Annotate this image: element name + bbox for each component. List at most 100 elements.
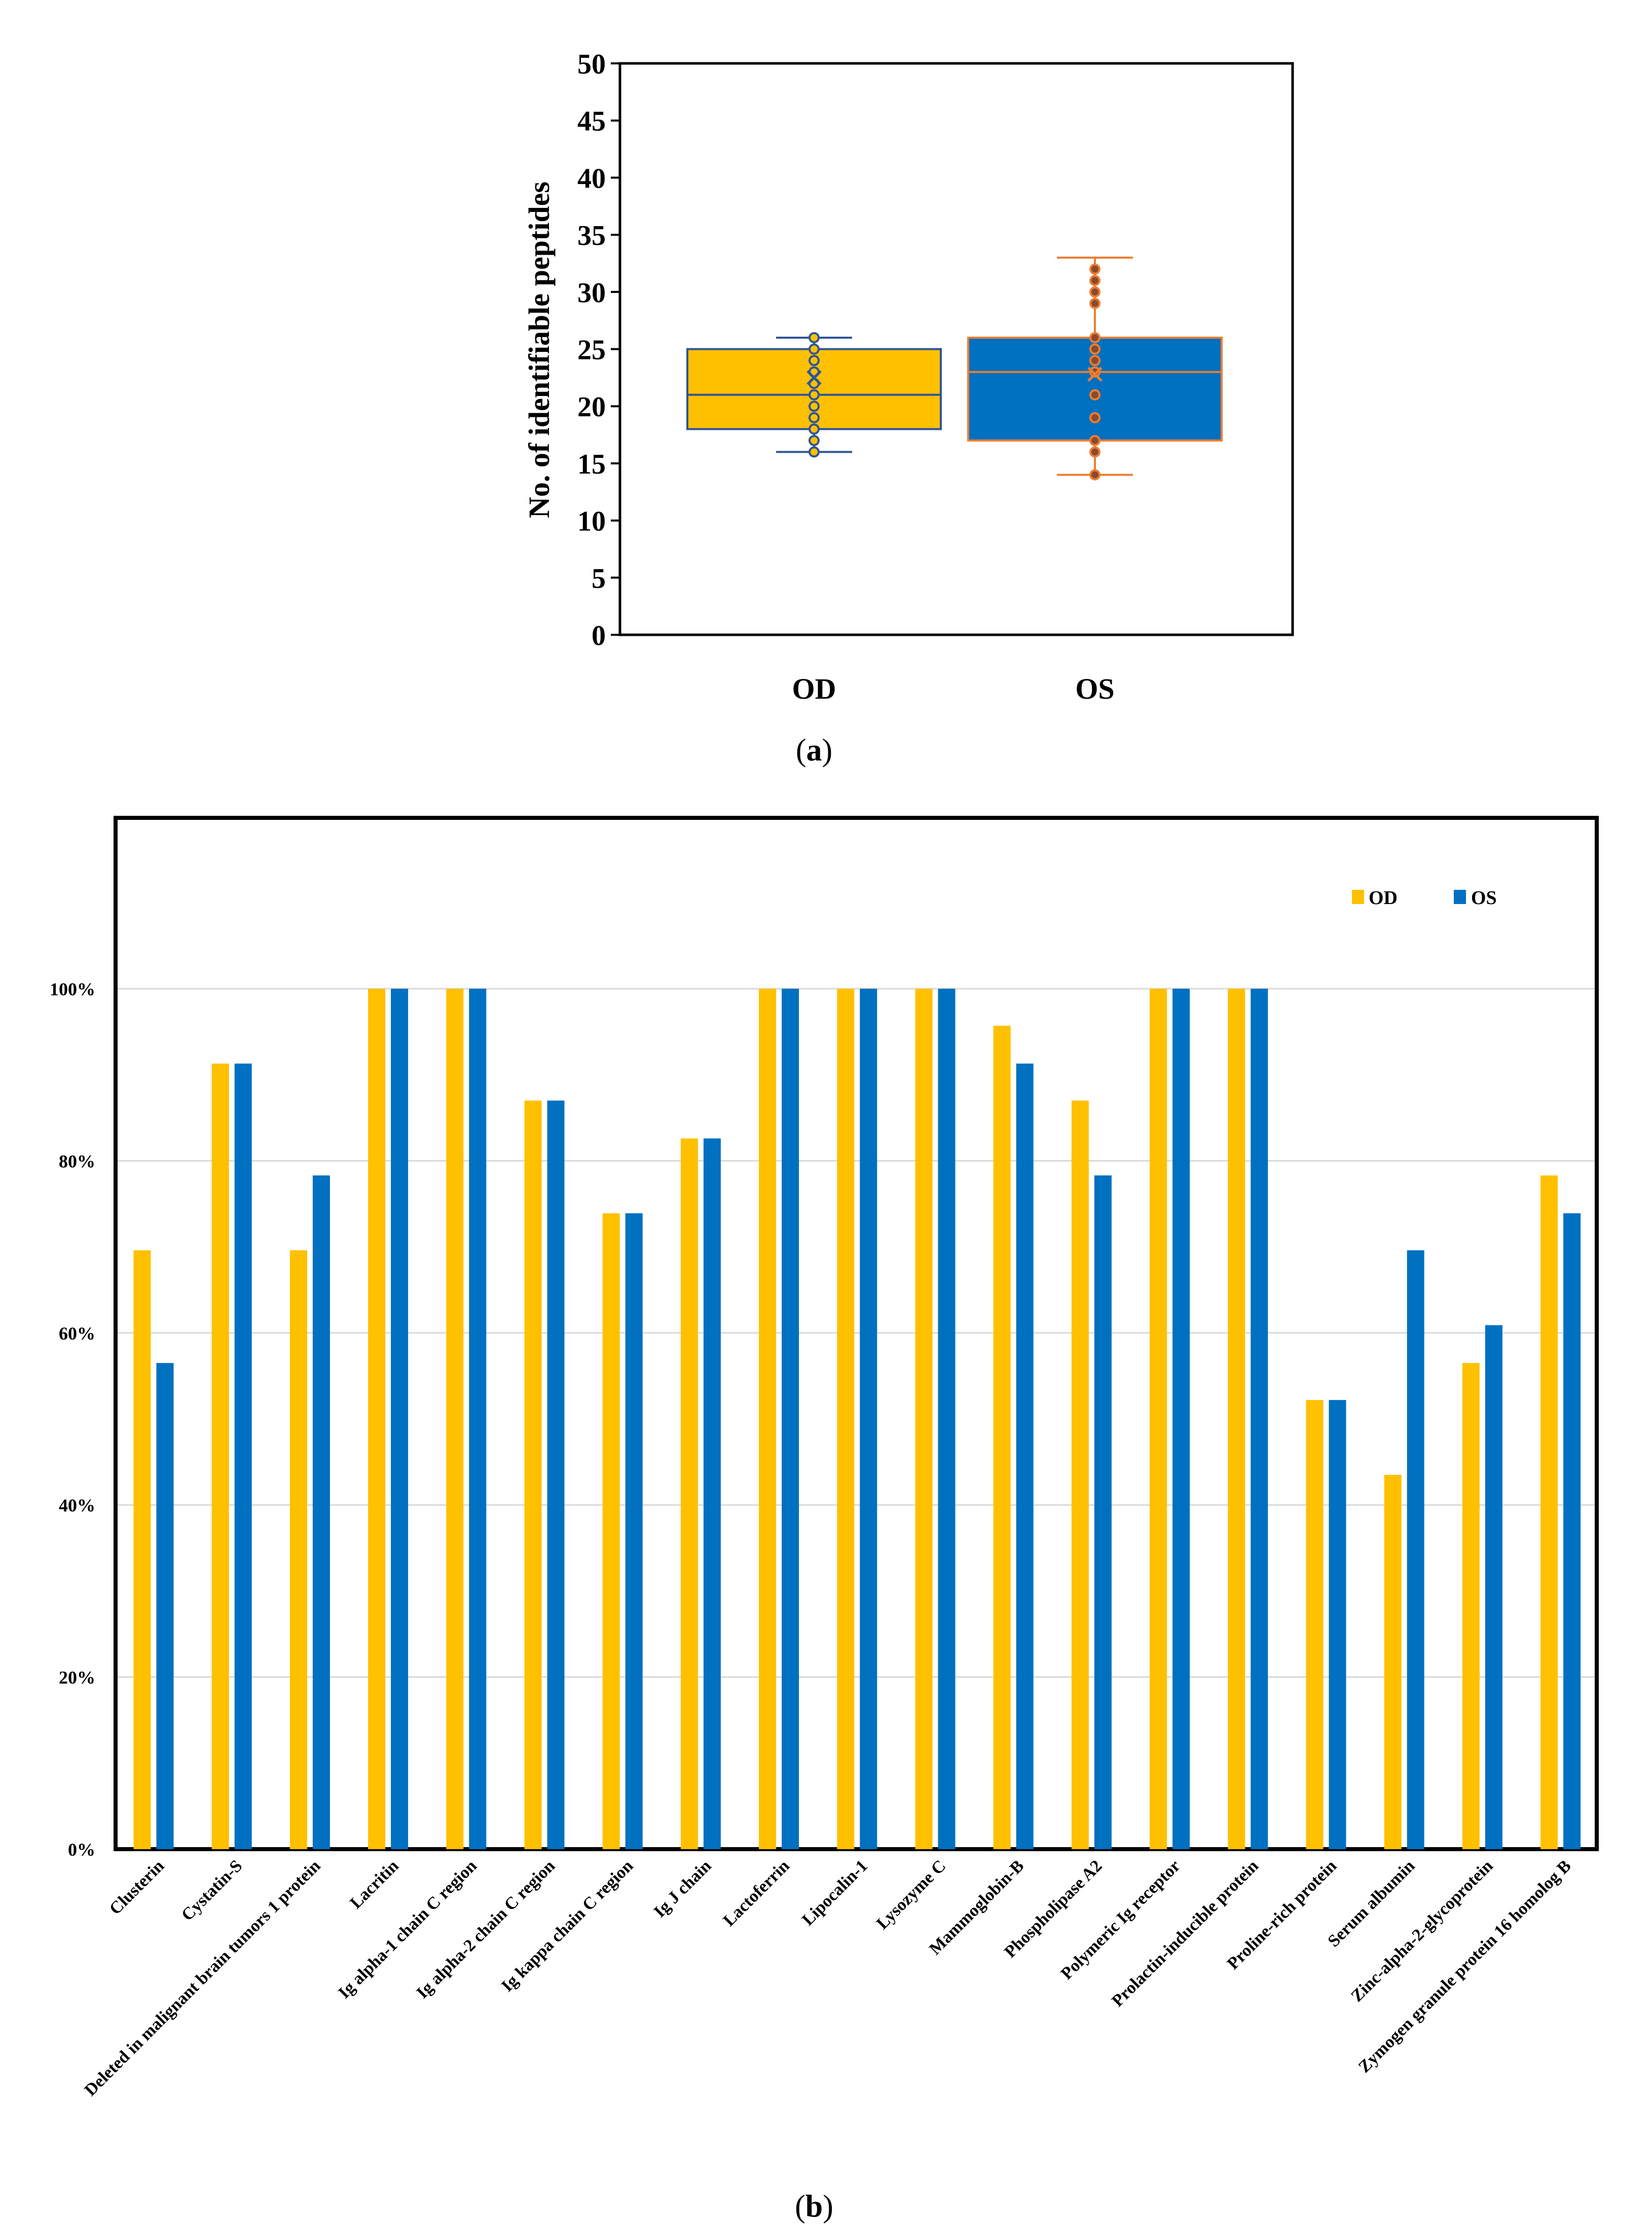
bar-os bbox=[234, 1063, 252, 1849]
bar-os bbox=[1172, 989, 1190, 1849]
bar-os bbox=[703, 1138, 721, 1849]
bar-os bbox=[1563, 1213, 1581, 1849]
bar-os bbox=[938, 989, 956, 1849]
box-plot-series bbox=[686, 257, 1223, 481]
box-plot-x-label: OD bbox=[792, 672, 836, 705]
data-point bbox=[1089, 332, 1100, 343]
bar-os bbox=[625, 1213, 643, 1849]
bar-od bbox=[1150, 989, 1167, 1849]
bar-od bbox=[993, 1025, 1011, 1849]
bar-chart-x-tick-label: Zinc-alpha-2-glycoprotein bbox=[1347, 1856, 1496, 2005]
bar-os bbox=[1407, 1250, 1424, 1849]
bar-chart-y-tick-label: 80% bbox=[59, 1151, 95, 1171]
data-point bbox=[809, 355, 820, 367]
bar-chart-y-tick-label: 40% bbox=[59, 1495, 95, 1516]
box-plot-y-tick-label: 35 bbox=[577, 220, 606, 251]
bar-od bbox=[368, 989, 386, 1849]
data-point bbox=[1089, 298, 1100, 309]
data-point bbox=[1089, 355, 1100, 367]
legend-swatch-os bbox=[1454, 890, 1466, 904]
bar-os bbox=[860, 989, 877, 1849]
legend-label-od: OD bbox=[1369, 887, 1398, 909]
bar-od bbox=[524, 1100, 542, 1849]
bar-chart-x-tick-label: Clusterin bbox=[106, 1856, 168, 1918]
bar-od bbox=[837, 989, 855, 1849]
bar-od bbox=[133, 1250, 151, 1849]
data-point bbox=[809, 423, 820, 435]
bar-chart-x-tick-label: Ig kappa chain C region bbox=[498, 1856, 637, 1995]
box-plot-y-tick-label: 15 bbox=[577, 449, 606, 480]
panel-b-caption: (b) bbox=[795, 2189, 833, 2224]
bar-chart-x-tick-label: Ig alpha-2 chain C region bbox=[413, 1856, 559, 2002]
bar-chart-y-tick-label: 20% bbox=[59, 1668, 95, 1688]
bar-os bbox=[1485, 1325, 1502, 1849]
data-point bbox=[1089, 446, 1100, 458]
box-plot-x-label: OS bbox=[1075, 672, 1114, 705]
data-point bbox=[809, 401, 820, 412]
bar-od bbox=[1071, 1100, 1089, 1849]
bar-od bbox=[1306, 1400, 1324, 1849]
data-point bbox=[1089, 469, 1100, 481]
box-od bbox=[686, 332, 942, 458]
bar-chart-x-tick-label: Lipocalin-1 bbox=[798, 1856, 871, 1929]
bar-os bbox=[391, 989, 409, 1849]
bar-os bbox=[547, 1100, 565, 1849]
box-plot-panel: 0 5 10 15 20 25 30 35 40 45 50 OD OS No. of identif… bbox=[523, 49, 1294, 705]
box-iqr bbox=[967, 336, 1223, 442]
bar-od bbox=[1228, 989, 1245, 1849]
bar-od bbox=[915, 989, 933, 1849]
bar-chart-x-tick-label: Lacritin bbox=[346, 1856, 402, 1912]
bar-chart-x-tick-label: Prolactin-inducible protein bbox=[1108, 1856, 1262, 2010]
bar-chart-x-tick-label: Lysozyme C bbox=[873, 1856, 949, 1933]
box-plot-y-tick-label: 25 bbox=[577, 335, 606, 366]
box-plot-y-tick-label: 10 bbox=[577, 506, 606, 537]
bar-chart-gridlines bbox=[118, 988, 1595, 1678]
bar-os bbox=[469, 989, 487, 1849]
data-point bbox=[1089, 275, 1100, 286]
bar-od bbox=[759, 989, 777, 1849]
bar-chart-x-tick-label: Cystatin-S bbox=[178, 1856, 246, 1924]
bar-od bbox=[1384, 1474, 1402, 1849]
bar-os bbox=[1251, 989, 1268, 1849]
data-point bbox=[809, 412, 820, 423]
bar-os bbox=[156, 1363, 174, 1849]
mean-marker bbox=[806, 370, 822, 385]
bar-od bbox=[602, 1213, 620, 1849]
bar-chart-y-ticks: 0% 20% 40% 60% 80% 100% bbox=[50, 979, 95, 1860]
bar-chart-x-tick-label: Lactoferrin bbox=[720, 1856, 793, 1930]
bar-os bbox=[1329, 1400, 1346, 1849]
box-plot-y-axis-label: No. of identifiable peptides bbox=[523, 182, 556, 518]
legend-label-os: OS bbox=[1471, 887, 1497, 909]
bar-chart-y-tick-label: 60% bbox=[59, 1323, 95, 1344]
panel-b-letter: b bbox=[805, 2189, 823, 2224]
bar-chart-bars bbox=[133, 989, 1581, 1849]
box-plot-y-tick-label: 30 bbox=[577, 277, 606, 309]
box-plot-y-tick-label: 5 bbox=[592, 563, 606, 594]
bar-chart-x-tick-label: Ig alpha-1 chain C region bbox=[335, 1856, 481, 2002]
bar-os bbox=[312, 1175, 330, 1849]
data-point bbox=[1089, 435, 1100, 446]
legend-swatch-od bbox=[1352, 890, 1364, 904]
box-plot-y-tick-label: 20 bbox=[577, 391, 606, 423]
bar-od bbox=[1540, 1175, 1558, 1849]
data-point bbox=[1089, 343, 1100, 355]
data-point bbox=[1089, 286, 1100, 298]
bar-os bbox=[1094, 1175, 1112, 1849]
data-point bbox=[809, 446, 820, 458]
data-point bbox=[809, 332, 820, 343]
panel-a-caption: (a) bbox=[796, 733, 832, 768]
bar-chart-panel: 0% 20% 40% 60% 80% 100% Clusterin Cystatin-SDe… bbox=[50, 816, 1599, 2100]
data-point bbox=[1089, 412, 1100, 423]
box-plot-y-ticks: 0 5 10 15 20 25 30 35 40 45 50 bbox=[577, 49, 620, 652]
bar-chart-y-tick-label: 100% bbox=[50, 979, 95, 999]
panel-a-letter: a bbox=[806, 733, 822, 768]
bar-os bbox=[1016, 1063, 1034, 1849]
bar-od bbox=[446, 989, 464, 1849]
bar-chart-y-tick-label: 0% bbox=[68, 1840, 95, 1860]
box-os bbox=[967, 257, 1223, 481]
data-point bbox=[1089, 263, 1100, 275]
data-point bbox=[809, 343, 820, 355]
data-point bbox=[809, 389, 820, 401]
